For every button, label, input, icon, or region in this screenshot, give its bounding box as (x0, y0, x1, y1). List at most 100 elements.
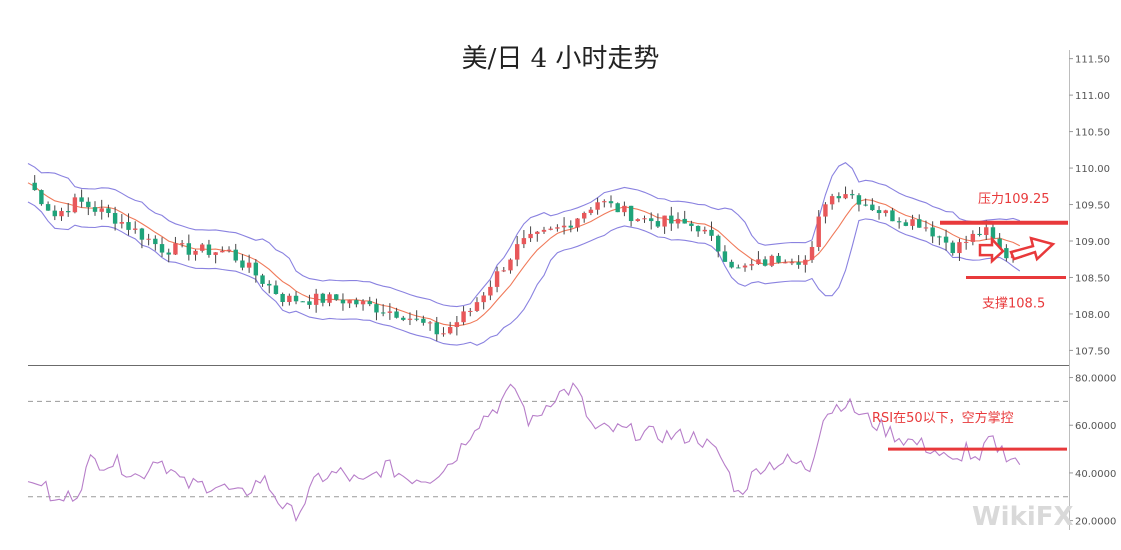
candle-body (39, 190, 44, 205)
candle-body (876, 210, 882, 214)
candle-body (843, 194, 848, 199)
candle-body (133, 228, 138, 230)
candle-body (92, 207, 98, 212)
candle-body (836, 196, 842, 199)
candle-body (615, 203, 620, 213)
candle-body (112, 212, 118, 224)
candle-body (253, 262, 259, 276)
candle-body (977, 233, 982, 235)
candle-body (313, 293, 319, 305)
long-arrow-icon (1009, 236, 1056, 262)
candle-body (856, 195, 862, 205)
candle-body (997, 238, 1002, 249)
candle-body (126, 222, 131, 230)
candle-body (481, 295, 486, 303)
candle-body (917, 219, 922, 228)
candle-body (990, 227, 996, 239)
candle-body (72, 197, 78, 213)
candle-body (213, 252, 218, 255)
candle-body (689, 223, 694, 226)
candle-body (427, 322, 433, 324)
candle-body (153, 238, 158, 245)
candle-body (930, 227, 935, 237)
candle-body (226, 249, 232, 251)
candle-body (166, 252, 171, 255)
candle-body (702, 229, 708, 232)
candle-body (682, 218, 687, 224)
candle-body (541, 229, 547, 232)
candle-body (380, 312, 386, 314)
candle-body (434, 322, 439, 335)
candle-body (494, 271, 500, 287)
candle-body (106, 208, 111, 213)
candle-body (903, 222, 909, 226)
candle-body (441, 333, 446, 335)
candle-body (307, 301, 312, 305)
price-tick-label: 109.00 (1075, 237, 1110, 248)
candle-body (179, 243, 185, 245)
bollinger-middle-line (27, 182, 1021, 327)
candle-body (709, 229, 714, 236)
candle-body (461, 311, 466, 323)
candle-body (984, 227, 989, 235)
candle-body (803, 259, 808, 265)
candle-body (186, 243, 192, 255)
watermark-logo: WikiFX (972, 502, 1074, 532)
candle-body (320, 293, 326, 303)
rsi-tick-label: 80.0000 (1075, 374, 1116, 385)
candle-body (220, 250, 225, 253)
candle-body (957, 242, 962, 254)
candle-body (146, 238, 151, 240)
candle-body (850, 194, 855, 196)
support-label: 支撑108.5 (982, 296, 1045, 311)
candle-body (762, 259, 768, 266)
candle-body (280, 293, 285, 303)
candle-body (963, 241, 969, 243)
rsi-tick-label: 40.0000 (1075, 469, 1116, 480)
candle-body (796, 262, 801, 265)
rsi-line (27, 382, 1021, 523)
candle-body (749, 264, 754, 266)
candle-body (863, 204, 868, 206)
candle-body (635, 219, 641, 222)
candle-body (729, 261, 734, 268)
candle-body (675, 218, 681, 224)
candle-body (602, 201, 607, 203)
candle-body (488, 286, 493, 296)
candle-body (454, 322, 460, 328)
candle-body (354, 300, 359, 305)
candle-body (769, 255, 775, 266)
candle-body (829, 196, 835, 205)
price-tick-label: 110.50 (1075, 128, 1110, 139)
candle-body (809, 246, 815, 260)
candle-body (669, 215, 674, 224)
candle-body (293, 295, 299, 302)
candle-body (374, 304, 379, 313)
candle-body (561, 225, 567, 228)
candle-body (287, 295, 292, 303)
price-tick-label: 111.50 (1075, 55, 1110, 66)
candle-body (508, 259, 513, 271)
candle-body (1004, 248, 1009, 259)
candle-body (528, 233, 533, 239)
candle-body (327, 294, 332, 303)
price-tick-label: 108.50 (1075, 273, 1110, 284)
candle-body (59, 211, 64, 217)
candle-body (193, 250, 198, 255)
candle-body (575, 218, 580, 228)
candle-body (742, 265, 748, 268)
candle-body (923, 227, 929, 229)
candle-body (628, 205, 634, 222)
candle-body (521, 238, 527, 245)
candle-body (52, 210, 58, 217)
price-tick-label: 109.50 (1075, 201, 1110, 212)
candle-body (716, 235, 721, 252)
candle-body (240, 260, 245, 268)
candle-body (233, 249, 238, 261)
candle-body (937, 236, 942, 238)
candle-body (722, 251, 728, 262)
bollinger-upper-line (27, 162, 1020, 308)
price-tick-label: 111.00 (1075, 91, 1110, 102)
